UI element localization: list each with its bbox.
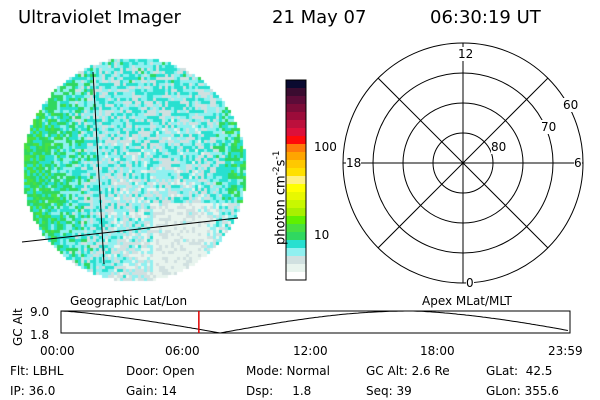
polar-ring-label-80: 80 [491,140,507,154]
colorbar-band [286,240,306,249]
colorbar-frame [285,79,307,281]
colorbar-band [286,88,306,97]
ymax-label: 9.0 [30,305,50,319]
glon-status: GLon: 355.6 [486,384,559,398]
xtick-2359: 23:59 [548,344,583,358]
colorbar-band [286,120,306,129]
geographic-label: Geographic Lat/Lon [70,294,188,308]
xtick-0000: 00:00 [40,344,75,358]
dsp-status: Dsp: 1.8 [246,384,312,398]
polar-ring-label-70: 70 [541,120,557,134]
xtick-1800: 18:00 [420,344,455,358]
colorbar-band [286,216,306,225]
xtick-1200: 12:00 [293,344,328,358]
colorbar-band [286,168,306,177]
geographic-grid-lines [21,71,239,265]
colorbar-band [286,144,306,153]
colorbar-band [286,128,306,137]
colorbar-band [286,96,306,105]
colorbar-unit-label: photon cm-2s-1 [272,151,288,245]
time-label: 06:30:19 UT [430,7,541,28]
timeline-frame [60,310,571,334]
colorbar-band [286,112,306,121]
date-label: 21 May 07 [272,7,367,28]
instrument-title: Ultraviolet Imager [18,7,181,28]
colorbar-band [286,200,306,209]
gc-alt-axis-label: GC Alt [11,308,25,346]
colorbar-band [286,136,306,145]
colorbar-band [286,272,306,281]
door-status: Door: Open [126,364,195,378]
altitude-curve [60,310,568,334]
colorbar-band [286,264,306,273]
colorbar-band [286,248,306,257]
filter-status: Flt: LBHL [10,364,64,378]
seq-status: Seq: 39 [366,384,412,398]
unit-text: photon cm [273,175,289,245]
polar-ring-label-60: 60 [563,98,579,112]
polar-label-12: 12 [458,47,474,61]
colorbar-band [286,160,306,169]
colorbar-band [286,256,306,265]
unit-sup: -2 [272,166,282,176]
unit-text: s [273,159,289,167]
colorbar-band [286,152,306,161]
glat-status: GLat: 42.5 [486,364,553,378]
unit-sup: -1 [272,150,282,160]
gain-status: Gain: 14 [126,384,177,398]
colorbar-band [286,192,306,201]
polar-label-6: 6 [574,156,582,170]
colorbar-band [286,176,306,185]
colorbar-tick-100: 100 [314,140,337,154]
meridian-line [92,71,105,265]
ymin-label: 1.8 [30,328,50,342]
colorbar-band [286,224,306,233]
colorbar-band [286,208,306,217]
polar-grid [342,42,584,284]
apex-label: Apex MLat/MLT [422,294,512,308]
colorbar-tick-10: 10 [314,228,330,242]
colorbar-band [286,80,306,89]
colorbar-band [286,184,306,193]
ip-status: IP: 36.0 [10,384,56,398]
colorbar-band [286,232,306,241]
gc-alt-status: GC Alt: 2.6 Re [366,364,450,378]
polar-label-18: 18 [346,156,362,170]
latitude-line [21,217,239,243]
polar-label-0: 0 [466,276,474,290]
colorbar [286,80,306,281]
xtick-0600: 06:00 [165,344,200,358]
mode-status: Mode: Normal [246,364,330,378]
colorbar-band [286,104,306,113]
polar-diag-2 [377,77,549,249]
